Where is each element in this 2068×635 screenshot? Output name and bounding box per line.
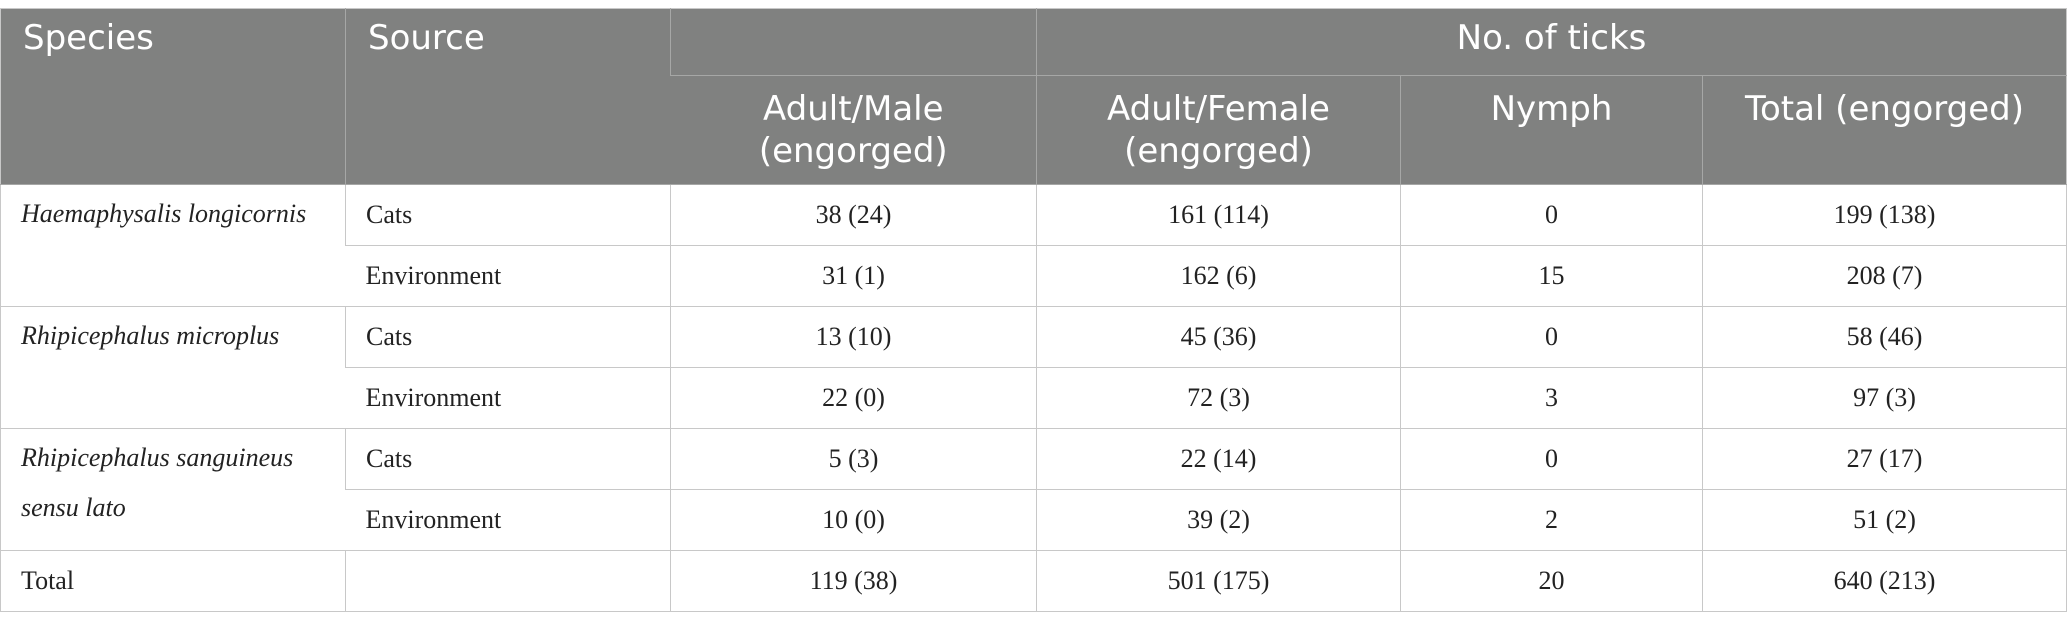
source-cell: Cats (345, 184, 671, 246)
header-row-1: Species Source No. of ticks (0, 8, 2067, 185)
header-row-2: Adult/Male (engorged) Adult/Female (engo… (1, 75, 2067, 185)
source-cell: Environment (345, 489, 671, 551)
table-header: Species Source No. of ticks Adult/Male (… (0, 8, 2067, 185)
table-row: Haemaphysalis longicornis Cats 38 (24) 1… (0, 184, 2067, 307)
nymph-cell: 2 (1400, 489, 1703, 551)
adult-male-cell: 13 (10) (670, 306, 1037, 368)
header-adult-male: Adult/Male (engorged) (670, 75, 1037, 185)
total-cell: 199 (138) (1701, 184, 2067, 246)
total-label-cell: Total (0, 550, 346, 612)
species-cell: Rhipicephalus microplus (0, 306, 346, 429)
adult-female-cell: 45 (36) (1036, 306, 1401, 368)
nymph-cell: 0 (1400, 428, 1703, 490)
total-row: Total 119 (38) 501 (175) 20 640 (213) (0, 550, 2067, 612)
species-cell: Rhipicephalus sanguineus sensu lato (0, 428, 346, 551)
nymph-cell: 20 (1400, 550, 1703, 612)
total-cell: 58 (46) (1701, 306, 2067, 368)
adult-female-cell: 72 (3) (1036, 367, 1401, 429)
table-body: Haemaphysalis longicornis Cats 38 (24) 1… (0, 184, 2067, 612)
species-cell: Haemaphysalis longicornis (0, 184, 346, 307)
total-cell: 208 (7) (1701, 245, 2067, 307)
header-nymph: Nymph (1400, 75, 1703, 185)
adult-male-cell: 10 (0) (670, 489, 1037, 551)
nymph-cell: 15 (1400, 245, 1703, 307)
adult-female-cell: 22 (14) (1036, 428, 1401, 490)
adult-male-cell: 119 (38) (670, 550, 1037, 612)
total-cell: 640 (213) (1701, 550, 2067, 612)
adult-male-cell: 31 (1) (670, 245, 1037, 307)
nymph-cell: 0 (1400, 184, 1703, 246)
adult-female-cell: 39 (2) (1036, 489, 1401, 551)
adult-female-cell: 161 (114) (1036, 184, 1401, 246)
adult-female-cell: 162 (6) (1036, 245, 1401, 307)
header-blank (670, 8, 1037, 76)
source-cell: Environment (345, 245, 671, 307)
header-adult-female: Adult/Female (engorged) (1036, 75, 1401, 185)
header-group-ticks: No. of ticks (1035, 8, 2067, 76)
nymph-cell: 3 (1400, 367, 1703, 429)
total-cell: 97 (3) (1701, 367, 2067, 429)
ticks-table: Species Source No. of ticks Adult/Male (… (0, 8, 2068, 612)
table-row: Rhipicephalus sanguineus sensu lato Cats… (0, 428, 2067, 551)
adult-male-cell: 38 (24) (670, 184, 1037, 246)
source-cell: Environment (345, 367, 671, 429)
table-row: Rhipicephalus microplus Cats 13 (10) 45 … (0, 306, 2067, 429)
table-row: Environment 22 (0) 72 (3) 3 97 (3) (1, 367, 2067, 429)
header-source: Source (345, 8, 671, 185)
total-cell: 51 (2) (1701, 489, 2067, 551)
table-row: Environment 31 (1) 162 (6) 15 208 (7) (1, 245, 2067, 307)
source-cell (345, 550, 671, 612)
source-cell: Cats (345, 306, 671, 368)
adult-male-cell: 22 (0) (670, 367, 1037, 429)
table-row: Environment 10 (0) 39 (2) 2 51 (2) (1, 489, 2067, 551)
nymph-cell: 0 (1400, 306, 1703, 368)
adult-male-cell: 5 (3) (670, 428, 1037, 490)
header-total: Total (engorged) (1701, 75, 2067, 185)
adult-female-cell: 501 (175) (1036, 550, 1401, 612)
total-cell: 27 (17) (1701, 428, 2067, 490)
source-cell: Cats (345, 428, 671, 490)
header-species: Species (0, 8, 346, 185)
